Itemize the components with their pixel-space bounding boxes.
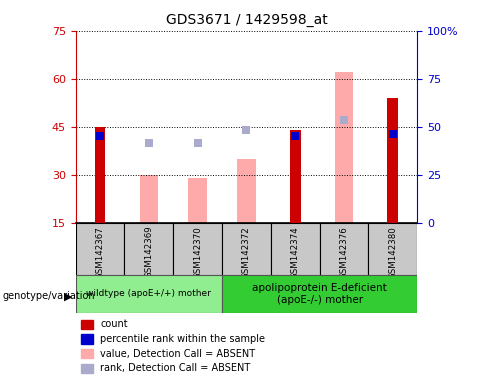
Text: GSM142376: GSM142376 [340, 226, 348, 278]
Bar [140, 175, 158, 223]
Text: apolipoprotein E-deficient
(apoE-/-) mother: apolipoprotein E-deficient (apoE-/-) mot… [252, 283, 387, 305]
Title: GDS3671 / 1429598_at: GDS3671 / 1429598_at [165, 13, 327, 27]
Bar [222, 275, 417, 313]
Bar [271, 223, 320, 275]
Text: GSM142374: GSM142374 [291, 226, 300, 278]
Text: wildtype (apoE+/+) mother: wildtype (apoE+/+) mother [86, 289, 211, 298]
Bar [76, 275, 222, 313]
Text: GSM142372: GSM142372 [242, 226, 251, 278]
Bar [335, 72, 353, 223]
Text: ▶: ▶ [64, 291, 72, 301]
Bar [76, 223, 124, 275]
Bar [173, 223, 222, 275]
Text: GSM142369: GSM142369 [144, 226, 153, 278]
Text: value, Detection Call = ABSENT: value, Detection Call = ABSENT [100, 349, 255, 359]
Text: rank, Detection Call = ABSENT: rank, Detection Call = ABSENT [100, 363, 250, 373]
Text: GSM142380: GSM142380 [388, 226, 397, 278]
Text: genotype/variation: genotype/variation [2, 291, 95, 301]
Bar [222, 223, 271, 275]
Bar [387, 98, 398, 223]
Bar [320, 223, 368, 275]
Text: GSM142370: GSM142370 [193, 226, 202, 278]
Text: count: count [100, 319, 128, 329]
Bar [95, 127, 105, 223]
Bar [368, 223, 417, 275]
Bar [124, 223, 173, 275]
Bar [188, 178, 207, 223]
Text: percentile rank within the sample: percentile rank within the sample [100, 334, 265, 344]
Text: GSM142367: GSM142367 [96, 226, 104, 278]
Bar [290, 130, 301, 223]
Bar [237, 159, 256, 223]
